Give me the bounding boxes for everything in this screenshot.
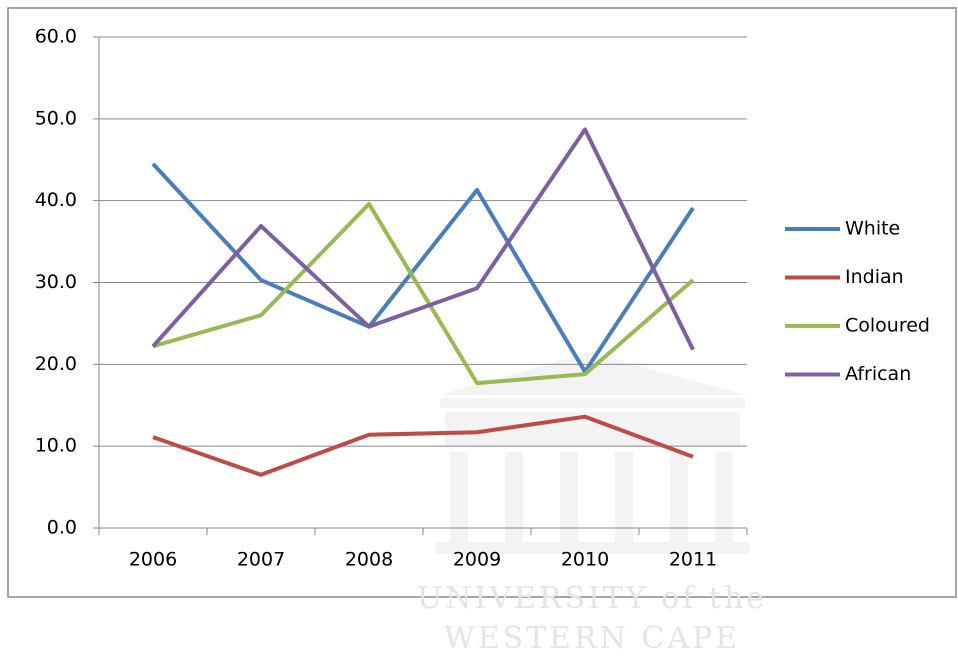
watermark-text: WESTERN CAPE (444, 621, 740, 655)
y-tick-label: 30.0 (35, 271, 77, 293)
x-tick-label: 2007 (237, 549, 285, 571)
series-line (151, 127, 695, 351)
x-tick-label: 2009 (453, 549, 501, 571)
legend-label: White (845, 218, 900, 240)
chart-frame (7, 7, 957, 598)
legend-label: Coloured (845, 315, 930, 337)
series-line (152, 414, 694, 477)
y-tick-label: 20.0 (35, 353, 77, 375)
legend-label: Indian (845, 266, 904, 288)
series-line (151, 162, 695, 374)
y-tick-label: 60.0 (35, 26, 77, 48)
series-line (152, 201, 695, 386)
watermark-text: UNIVERSITY of the (417, 581, 767, 616)
y-tick-label: 10.0 (35, 435, 77, 457)
x-tick-label: 2006 (129, 549, 177, 571)
x-tick-label: 2010 (561, 549, 609, 571)
watermark-building (435, 352, 750, 554)
legend-label: African (845, 363, 911, 385)
x-tick-label: 2008 (345, 549, 393, 571)
y-tick-label: 0.0 (47, 517, 77, 539)
y-tick-label: 40.0 (35, 189, 77, 211)
x-tick-label: 2011 (669, 549, 717, 571)
y-tick-label: 50.0 (35, 107, 77, 129)
